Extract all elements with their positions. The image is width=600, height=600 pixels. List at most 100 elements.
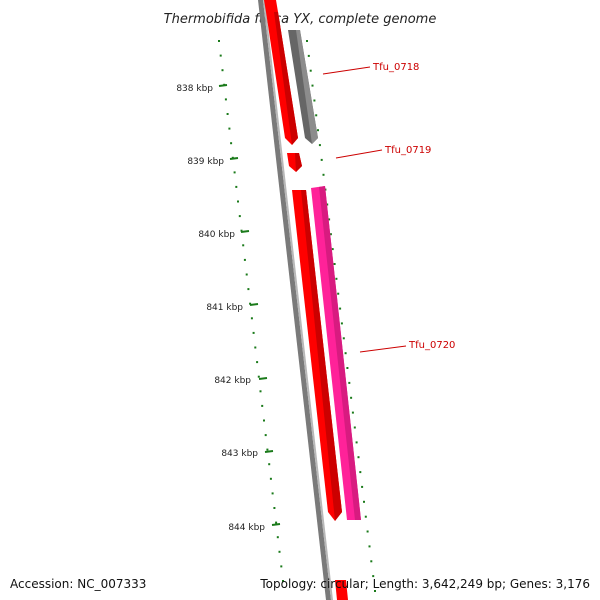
feature-track-tick	[337, 292, 340, 295]
feature-track-tick	[353, 426, 356, 429]
scale-minor-tick	[237, 200, 239, 203]
scale-minor-tick	[261, 404, 264, 407]
genome-summary-text: Topology: circular; Length: 3,642,249 bp…	[260, 577, 590, 591]
scale-minor-tick	[254, 346, 257, 349]
feature-track-tick	[361, 485, 364, 488]
scale-tick-841	[249, 303, 259, 306]
feature-track-tick	[307, 54, 310, 57]
feature-track-tick	[333, 263, 336, 265]
scale-minor-tick	[230, 142, 233, 145]
feature-track-tick	[346, 367, 349, 369]
gene-arrow-Tfu_0720-shade	[319, 186, 361, 520]
scale-tick-label: 843 kbp	[221, 449, 258, 459]
scale-minor-tick	[273, 507, 276, 509]
gene-leader-Tfu_0720	[359, 345, 407, 353]
gene-arrow-red-top-shade	[274, 12, 298, 145]
scale-tick-label: 839 kbp	[187, 157, 224, 167]
feature-track-tick	[357, 456, 360, 459]
gene-label-Tfu_0720: Tfu_0720	[408, 340, 455, 351]
scale-minor-tick	[243, 258, 246, 261]
feature-track-tick	[359, 471, 362, 474]
scale-tick-label: 838 kbp	[176, 84, 213, 94]
scale-tick-label: 841 kbp	[206, 303, 243, 313]
scale-tick-label: 840 kbp	[198, 230, 235, 240]
feature-track-tick	[309, 69, 312, 72]
feature-track-tick	[313, 99, 316, 102]
feature-track-tick	[335, 277, 338, 280]
feature-track-tick	[363, 500, 365, 503]
scale-minor-tick	[268, 463, 271, 466]
feature-track-ticks	[306, 40, 376, 592]
scale-minor-tick	[226, 113, 229, 115]
scale-minor-tick	[278, 550, 281, 553]
feature-track-tick	[348, 381, 351, 384]
feature-track-tick	[329, 233, 332, 236]
scale-tick-label: 844 kbp	[228, 523, 265, 533]
gene-leader-Tfu_0718	[322, 66, 371, 75]
feature-track-tick	[366, 530, 369, 533]
scale-minor-tick	[249, 302, 252, 305]
feature-track-tick	[340, 322, 343, 325]
gene-arrow-Tfu_0719-shade	[295, 153, 302, 172]
scale-tick-840	[240, 230, 250, 233]
scale-minor-tick	[228, 127, 231, 130]
feature-track-tick	[317, 129, 319, 132]
feature-track-tick	[315, 114, 318, 117]
feature-track-tick	[318, 144, 321, 147]
scale-minor-tick	[259, 390, 262, 393]
genome-backbone-highlight	[263, 0, 333, 600]
scale-tick-843	[264, 450, 274, 453]
scale-minor-tick	[271, 492, 274, 495]
scale-minor-tick	[221, 69, 224, 72]
scale-minor-tick	[264, 434, 267, 437]
feature-track-tick	[370, 560, 373, 563]
genome-backbone	[258, 0, 331, 600]
scale-minor-tick	[233, 171, 236, 174]
scale-minor-tick	[263, 419, 265, 422]
accession-text: Accession: NC_007333	[10, 577, 147, 591]
scale-minor-tick	[242, 244, 245, 247]
scale-tick-label: 842 kbp	[214, 376, 251, 386]
feature-track-tick	[355, 441, 358, 444]
feature-track-tick	[368, 545, 371, 548]
map-title: Thermobifida fusca YX, complete genome	[164, 12, 437, 27]
scale-tick-842	[258, 377, 268, 380]
feature-track-tick	[328, 218, 331, 221]
feature-track-tick	[306, 40, 308, 42]
feature-track-tick	[320, 158, 323, 161]
feature-track-tick	[331, 248, 334, 251]
gene-arrow-Tfu_0718-shade	[296, 30, 318, 144]
feature-track-tick	[311, 84, 314, 87]
gene-arrow-upstream	[264, 0, 278, 12]
gene-label-Tfu_0719: Tfu_0719	[384, 145, 431, 156]
scale-minor-tick	[240, 229, 243, 232]
scale-minor-tick	[282, 580, 284, 582]
feature-track-tick	[364, 515, 367, 518]
gene-label-Tfu_0718: Tfu_0718	[372, 62, 419, 73]
feature-track-tick	[342, 337, 345, 340]
feature-track-tick	[344, 352, 347, 355]
gene-leader-Tfu_0719	[335, 149, 383, 159]
feature-track-tick	[374, 590, 376, 592]
scale-minor-tick	[250, 317, 253, 320]
feature-track-tick	[322, 173, 325, 176]
feature-track-tick	[326, 203, 329, 206]
scale-minor-tick	[218, 40, 220, 42]
scale-tick-838	[218, 84, 228, 87]
scale-minor-tick	[238, 215, 241, 218]
feature-track-tick	[339, 307, 342, 310]
scale-minor-tick	[257, 375, 260, 378]
gene-arrow-red-bottom	[335, 580, 348, 600]
feature-track-tick	[351, 411, 354, 414]
scale-minor-tick	[247, 288, 250, 291]
feature-track-tick	[350, 396, 353, 399]
scale-minor-ticks	[218, 40, 284, 582]
scale-minor-tick	[276, 536, 279, 539]
scale-tick-839	[229, 157, 239, 160]
scale-minor-tick	[219, 54, 222, 57]
scale-minor-tick	[252, 331, 255, 334]
scale-minor-tick	[245, 273, 248, 276]
scale-minor-tick	[269, 477, 272, 480]
gene-arrow-red-long-shade	[301, 190, 342, 521]
